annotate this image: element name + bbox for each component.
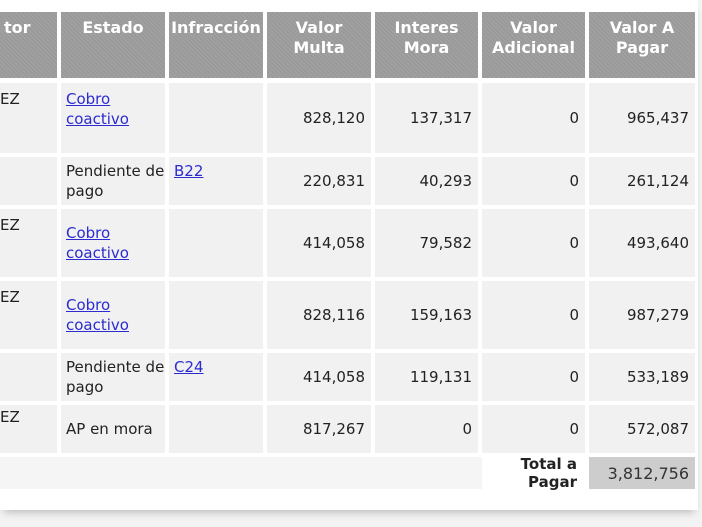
total-value: 3,812,756 [589, 457, 695, 489]
table-row-interes-mora: 79,582 [375, 209, 478, 277]
header-valor-multa-line2: Multa [293, 38, 345, 57]
header-interes-mora-line1: Interes [394, 18, 459, 37]
header-valor-adicional-line2: Adicional [492, 38, 575, 57]
table-row-estado: Cobro coactivo [61, 83, 165, 153]
table-row-owner [0, 353, 57, 401]
table-row-estado: Cobro coactivo [61, 281, 165, 349]
table-row-valor-adicional: 0 [482, 83, 585, 153]
table-row-infraccion: C24 [169, 353, 263, 401]
table-row-valor-pagar: 261,124 [589, 157, 695, 205]
header-valor-multa-line1: Valor [295, 18, 343, 37]
table-row-infraccion [169, 83, 263, 153]
estado-line2: coactivo [66, 110, 129, 128]
header-estado: Estado [61, 12, 165, 78]
table-row-valor-pagar: 987,279 [589, 281, 695, 349]
header-owner-label: tor [4, 18, 31, 37]
table-row-valor-multa: 220,831 [267, 157, 371, 205]
header-infraccion-label: Infracción [171, 18, 261, 37]
table-row-infraccion [169, 209, 263, 277]
table-row-owner: EZ [0, 83, 57, 153]
estado-line1: Cobro [66, 90, 111, 108]
header-interes-mora: Interes Mora [375, 12, 478, 78]
table-row-valor-multa: 414,058 [267, 353, 371, 401]
infraccion-link[interactable]: C24 [174, 358, 204, 376]
table-row-estado: Cobro coactivo [61, 209, 165, 277]
table-row-interes-mora: 137,317 [375, 83, 478, 153]
table-row-infraccion [169, 281, 263, 349]
table-row-owner [0, 157, 57, 205]
table-row-owner: EZ [0, 281, 57, 349]
table-row-valor-pagar: 572,087 [589, 405, 695, 453]
estado-line2: coactivo [66, 244, 129, 262]
table-row-valor-adicional: 0 [482, 353, 585, 401]
table-row-estado: Pendiente de pago [61, 353, 165, 401]
header-valor-adicional: Valor Adicional [482, 12, 585, 78]
table-row-valor-multa: 414,058 [267, 209, 371, 277]
header-valor-multa: Valor Multa [267, 12, 371, 78]
header-interes-mora-line2: Mora [403, 38, 450, 57]
table-row-interes-mora: 159,163 [375, 281, 478, 349]
estado-line2: pago [66, 378, 104, 396]
header-valor-pagar-line2: Pagar [615, 38, 669, 57]
estado-link[interactable]: Cobro coactivo [66, 296, 129, 334]
estado-line1: Pendiente de [66, 358, 165, 376]
table-row-valor-multa: 828,116 [267, 281, 371, 349]
table-row-valor-multa: 817,267 [267, 405, 371, 453]
table-row-owner: EZ [0, 405, 57, 453]
estado-line1: Cobro [66, 224, 111, 242]
table-row-valor-pagar: 533,189 [589, 353, 695, 401]
total-label: Total a Pagar [482, 455, 585, 491]
header-infraccion: Infracción [169, 12, 263, 78]
estado-link[interactable]: Cobro coactivo [66, 90, 129, 128]
total-row-spacer [0, 457, 482, 489]
header-estado-label: Estado [82, 18, 144, 37]
table-row-valor-adicional: 0 [482, 157, 585, 205]
estado-line1: Pendiente de [66, 162, 165, 180]
table-row-infraccion [169, 405, 263, 453]
table-row-valor-adicional: 0 [482, 209, 585, 277]
header-owner: tor [0, 12, 57, 78]
table-row-interes-mora: 0 [375, 405, 478, 453]
table-row-valor-adicional: 0 [482, 281, 585, 349]
table-row-valor-multa: 828,120 [267, 83, 371, 153]
table-row-estado: Pendiente de pago [61, 157, 165, 205]
header-valor-pagar: Valor A Pagar [589, 12, 695, 78]
header-valor-pagar-line1: Valor A [609, 18, 675, 37]
table-row-valor-pagar: 965,437 [589, 83, 695, 153]
estado-line2: coactivo [66, 316, 129, 334]
table-row-estado: AP en mora [61, 405, 165, 453]
estado-line1: AP en mora [66, 420, 153, 438]
estado-line2: pago [66, 182, 104, 200]
table-row-valor-adicional: 0 [482, 405, 585, 453]
header-valor-adicional-line1: Valor [510, 18, 557, 37]
table-row-owner: EZ [0, 209, 57, 277]
table-row-infraccion: B22 [169, 157, 263, 205]
infraccion-link[interactable]: B22 [174, 162, 204, 180]
table-row-interes-mora: 119,131 [375, 353, 478, 401]
table-row-interes-mora: 40,293 [375, 157, 478, 205]
table-row-valor-pagar: 493,640 [589, 209, 695, 277]
estado-line1: Cobro [66, 296, 111, 314]
fines-table-panel: tor Estado Infracción Valor Multa Intere… [0, 0, 698, 510]
estado-link[interactable]: Cobro coactivo [66, 224, 129, 262]
